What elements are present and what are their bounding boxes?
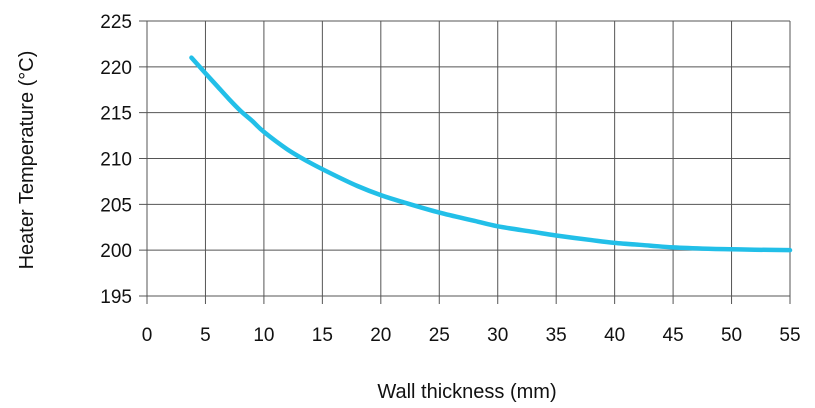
x-tick-label: 50 <box>721 325 742 346</box>
y-tick-label: 225 <box>100 12 132 33</box>
grid-lines <box>139 20 791 304</box>
x-tick-labels: 0 5 10 15 20 25 30 35 40 45 50 55 <box>142 325 801 346</box>
x-tick-label: 30 <box>487 325 508 346</box>
x-tick-label: 55 <box>779 325 800 346</box>
y-tick-label: 205 <box>100 195 132 216</box>
y-tick-label: 200 <box>100 241 132 262</box>
series-line-temperature <box>189 55 793 253</box>
x-tick-label: 20 <box>370 325 391 346</box>
x-tick-label: 10 <box>253 325 274 346</box>
x-tick-label: 35 <box>546 325 567 346</box>
x-tick-label: 45 <box>663 325 684 346</box>
y-tick-labels: 195 200 205 210 215 220 225 <box>100 12 132 308</box>
x-axis-label: Wall thickness (mm) <box>377 381 556 403</box>
y-axis-label: Heater Temperature (°C) <box>16 51 38 270</box>
x-tick-label: 15 <box>312 325 333 346</box>
y-tick-label: 220 <box>100 58 132 79</box>
y-tick-label: 215 <box>100 104 132 125</box>
x-tick-label: 5 <box>200 325 211 346</box>
y-tick-label: 195 <box>100 287 132 308</box>
x-tick-label: 25 <box>429 325 450 346</box>
y-tick-label: 210 <box>100 150 132 171</box>
x-tick-label: 0 <box>142 325 153 346</box>
x-tick-label: 40 <box>604 325 625 346</box>
